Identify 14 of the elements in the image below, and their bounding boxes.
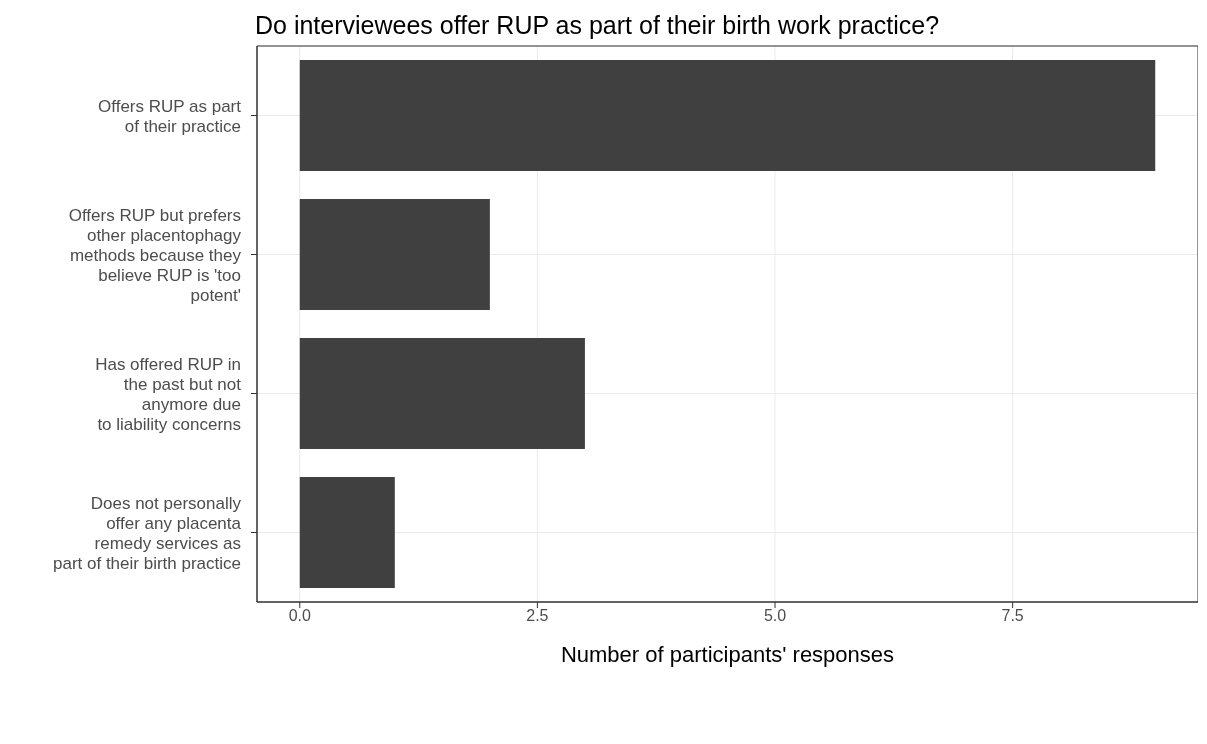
bar [299, 337, 585, 449]
y-tick-label: Offers RUP but prefers other placentophagy methods because they believe RUP is 'too potent' [68, 205, 242, 304]
bar [299, 59, 1156, 171]
x-tick-label: 5.0 [763, 607, 787, 625]
x-tick-label: 0.0 [288, 607, 311, 625]
chart-title: Do interviewees offer RUP as part of their birth work practice? [255, 10, 941, 41]
x-tick-label: 7.5 [1001, 607, 1024, 625]
x-tick-label: 2.5 [526, 607, 549, 625]
y-tick-label: Offers RUP as part of their practice [98, 96, 242, 135]
y-tick-label: Has offered RUP in the past but not anymore due to liability concerns [95, 354, 242, 433]
bar [299, 476, 395, 588]
x-axis-title: Number of participants' responses [560, 642, 895, 667]
bar [299, 198, 490, 310]
y-tick-label: Does not personally offer any placenta remedy services as part of their birth practice [52, 493, 242, 572]
